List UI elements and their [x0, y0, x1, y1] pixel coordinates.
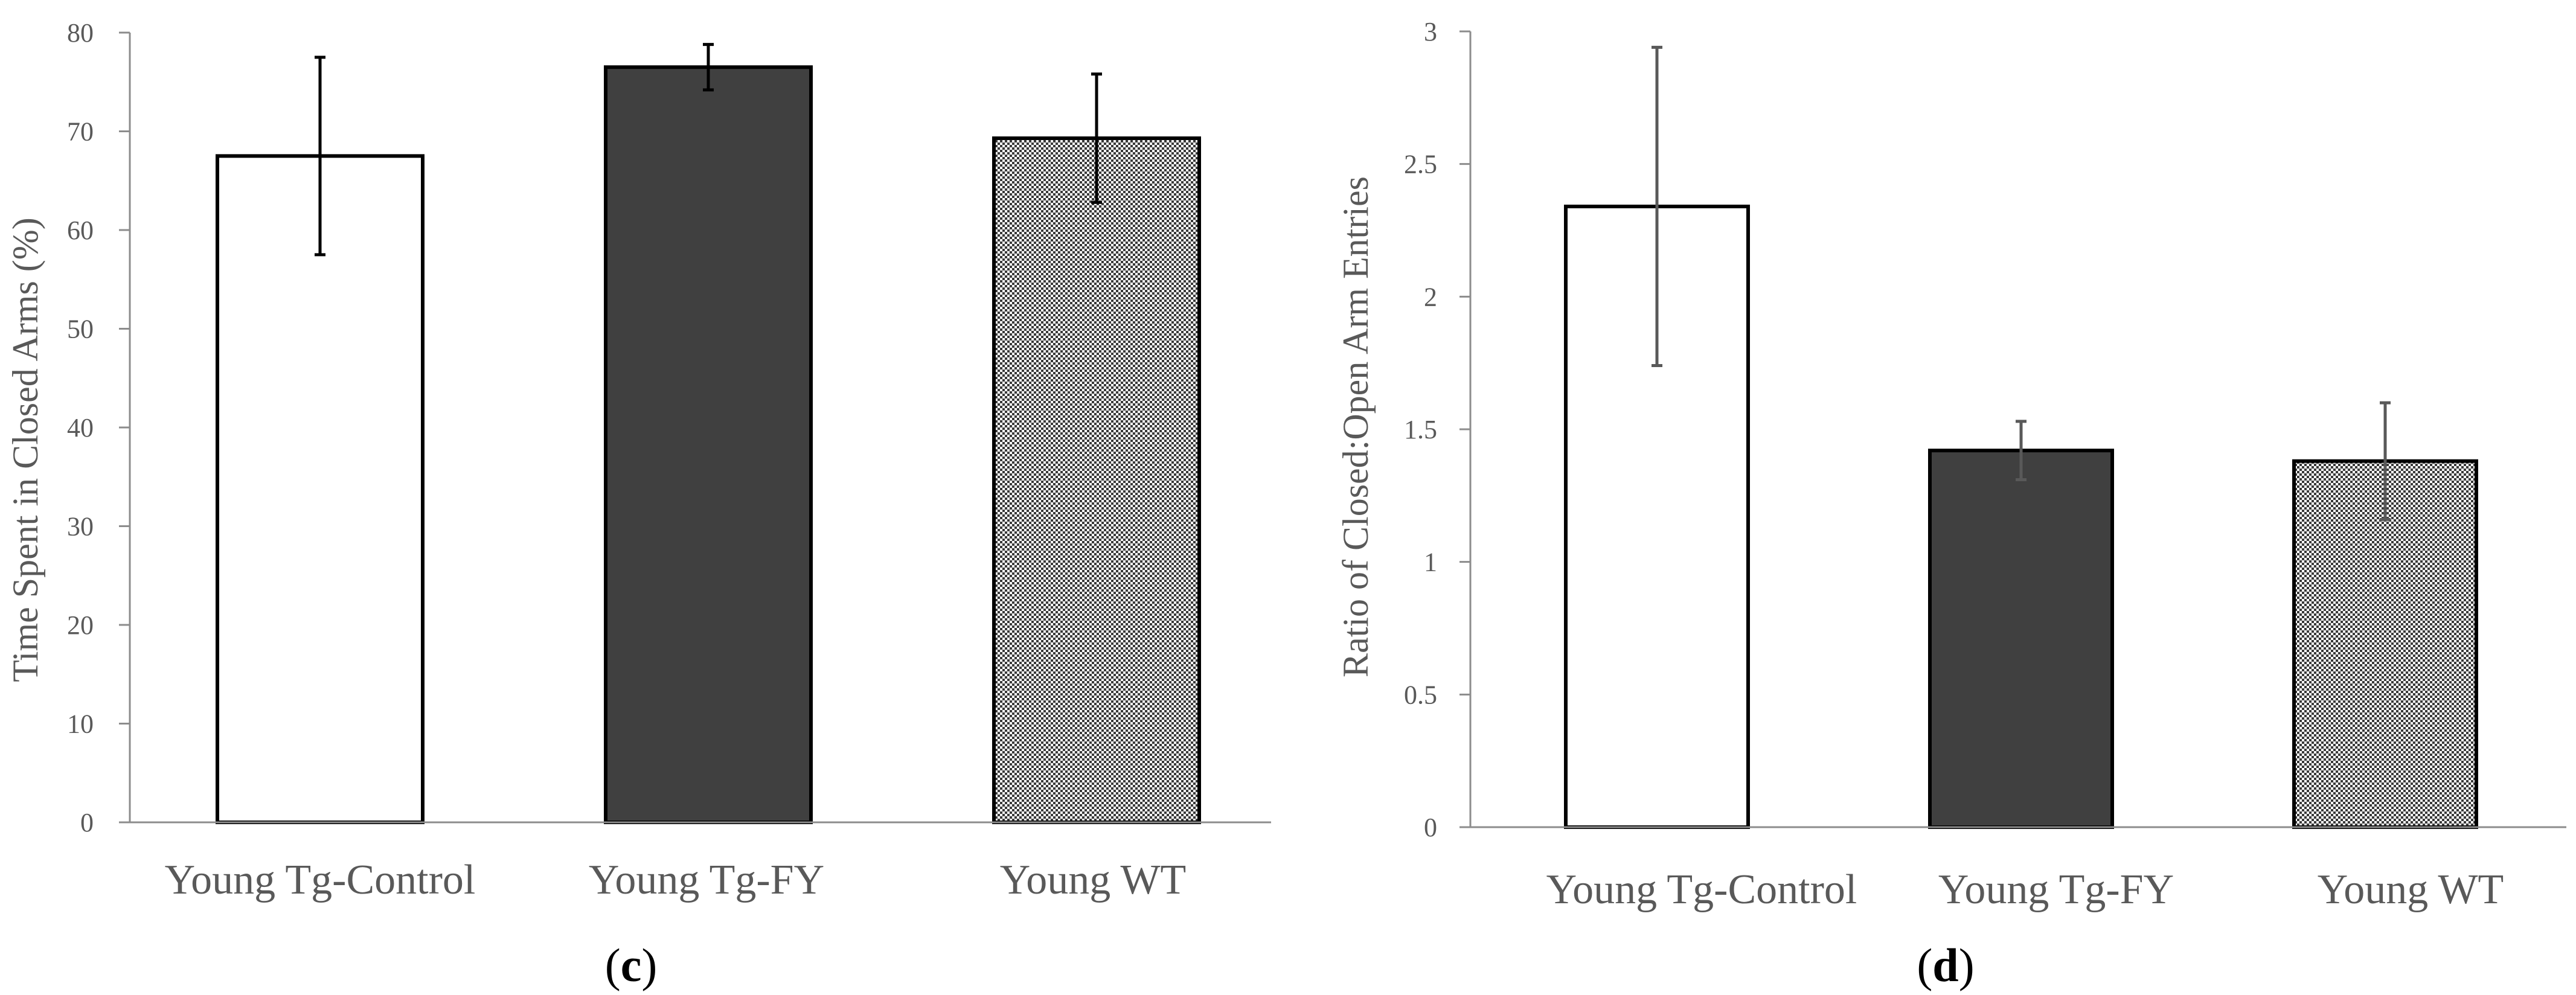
panel-label: (c)	[605, 939, 658, 991]
y-tick-label: 0	[1424, 813, 1437, 842]
error-bars	[315, 43, 1102, 257]
bars	[216, 65, 1201, 825]
bar	[604, 65, 813, 825]
y-axis-label: Time Spent in Closed Arms (%)	[5, 217, 45, 682]
category-label: Young Tg-FY	[1938, 866, 2174, 913]
bars	[1564, 204, 2478, 830]
category-labels: Young Tg-Control Young Tg-FY Young WT	[1546, 866, 2504, 913]
bar	[2292, 459, 2478, 829]
y-tick-label: 60	[67, 216, 94, 245]
category-label: Young WT	[1000, 857, 1187, 903]
panel-letter: d	[1932, 939, 1958, 991]
y-tick-label: 50	[67, 315, 94, 344]
category-label: Young Tg-Control	[165, 857, 476, 903]
chart-panel-d: Ratio of Closed:Open Arm Entries 0 0.5 1 1.…	[1336, 17, 2566, 991]
y-tick-label: 70	[67, 117, 94, 147]
y-tick-label: 10	[67, 709, 94, 739]
bar	[1928, 449, 2114, 829]
y-tick-label: 80	[67, 18, 94, 48]
bar	[216, 154, 425, 824]
y-tick-label: 40	[67, 413, 94, 443]
y-tick-label: 2	[1424, 282, 1437, 312]
y-tick-label: 20	[67, 610, 94, 640]
y-axis-label: Ratio of Closed:Open Arm Entries	[1336, 176, 1376, 677]
y-tick-labels: 0 0.5 1 1.5 2 2.5 3	[1404, 17, 1470, 842]
y-tick-label: 1	[1424, 548, 1437, 577]
panel-letter: c	[621, 939, 642, 991]
category-label: Young Tg-Control	[1546, 866, 1857, 913]
category-label: Young WT	[2318, 866, 2504, 913]
y-tick-label: 1.5	[1404, 415, 1437, 444]
y-tick-label: 30	[67, 512, 94, 542]
y-tick-label: 2.5	[1404, 150, 1437, 179]
y-tick-label: 0	[80, 808, 94, 837]
error-bars	[1652, 45, 2391, 521]
category-label: Young Tg-FY	[589, 857, 824, 903]
category-labels: Young Tg-Control Young Tg-FY Young WT	[165, 857, 1187, 903]
chart-panel-c: Time Spent in Closed Arms (%) 0 10 20 30 40 5…	[5, 18, 1271, 991]
bar	[992, 136, 1201, 825]
y-tick-labels: 0 10 20 30 40 50 60 70 80	[67, 18, 130, 837]
y-tick-label: 3	[1424, 17, 1437, 46]
y-tick-label: 0.5	[1404, 680, 1437, 709]
panel-label: (d)	[1917, 939, 1974, 991]
